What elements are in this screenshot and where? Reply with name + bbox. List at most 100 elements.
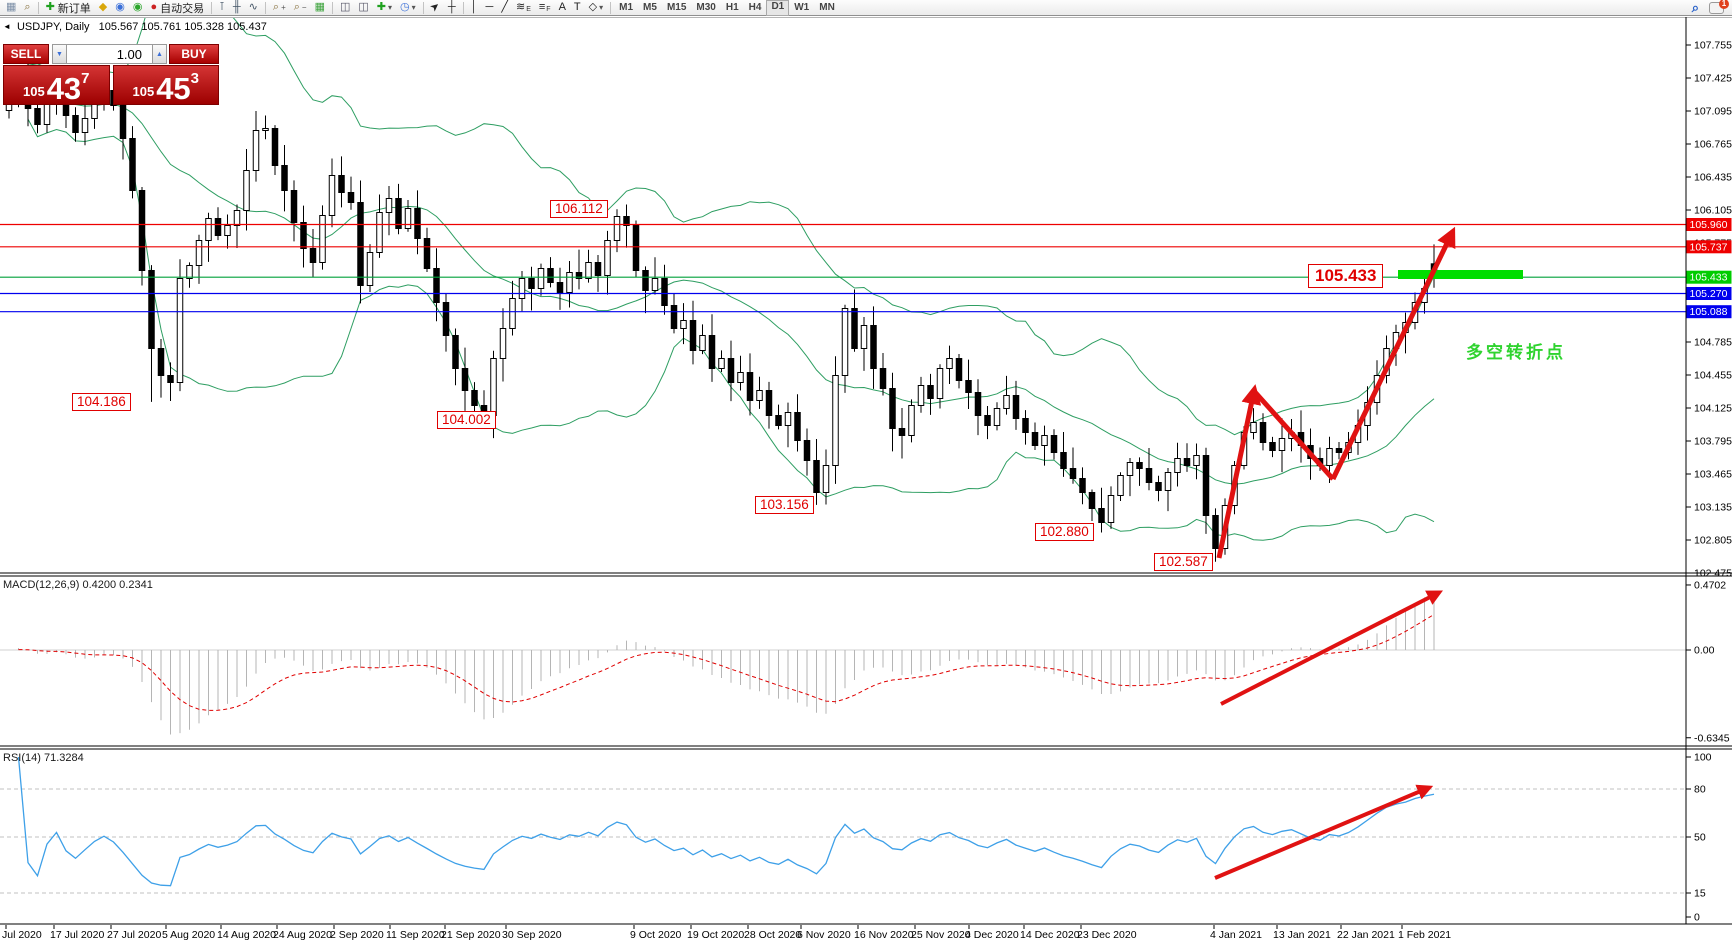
- bearish-candle[interactable]: [746, 372, 754, 401]
- bearish-candle[interactable]: [594, 262, 602, 276]
- bullish-candle[interactable]: [205, 218, 212, 241]
- bullish-candle[interactable]: [509, 298, 516, 329]
- bearish-candle[interactable]: [1145, 468, 1153, 483]
- bearish-candle[interactable]: [309, 248, 317, 263]
- macd-trend-arrow[interactable]: [1220, 590, 1443, 706]
- timeframe-h1[interactable]: H1: [725, 1, 739, 13]
- bearish-candle[interactable]: [1212, 515, 1219, 549]
- tile-windows-icon[interactable]: ▦: [311, 1, 329, 15]
- price-annotation[interactable]: 103.156: [755, 496, 814, 515]
- bearish-candle[interactable]: [889, 388, 896, 429]
- bearish-candle[interactable]: [347, 192, 355, 203]
- bearish-candle[interactable]: [1031, 432, 1039, 446]
- bullish-candle[interactable]: [186, 265, 193, 279]
- bullish-candle[interactable]: [908, 405, 915, 436]
- bullish-candle[interactable]: [699, 335, 706, 351]
- horizontal-line-icon[interactable]: ─: [482, 1, 498, 15]
- auto-scroll-icon[interactable]: ◫: [336, 1, 354, 15]
- bearish-candle[interactable]: [661, 278, 668, 306]
- trendline-icon[interactable]: ╱: [497, 1, 512, 15]
- bearish-candle[interactable]: [689, 320, 697, 351]
- bearish-candle[interactable]: [167, 375, 174, 383]
- bearish-candle[interactable]: [575, 272, 583, 279]
- bearish-candle[interactable]: [670, 305, 678, 329]
- buy-price-panel[interactable]: 105 45 3: [112, 65, 219, 105]
- zoom-in-icon[interactable]: ⌕ +: [269, 1, 290, 15]
- bearish-candle[interactable]: [214, 218, 222, 236]
- bearish-candle[interactable]: [138, 190, 146, 271]
- bearish-candle[interactable]: [1022, 418, 1029, 433]
- bearish-candle[interactable]: [290, 190, 298, 223]
- timeframe-w1[interactable]: W1: [794, 1, 810, 13]
- bearish-candle[interactable]: [338, 175, 345, 193]
- bullish-candle[interactable]: [917, 385, 925, 406]
- oct-collapse-icon[interactable]: ◄: [3, 22, 11, 31]
- bearish-candle[interactable]: [148, 270, 155, 349]
- bullish-candle[interactable]: [328, 175, 336, 216]
- bearish-candle[interactable]: [1202, 455, 1210, 516]
- bullish-candle[interactable]: [585, 262, 592, 279]
- new-order-button[interactable]: ✚ 新订单: [42, 1, 95, 15]
- main-trend-arrow[interactable]: [1216, 384, 1262, 559]
- bullish-candle[interactable]: [946, 358, 953, 369]
- candlestick-chart-icon[interactable]: ╫: [229, 1, 245, 15]
- bullish-candle[interactable]: [224, 225, 231, 236]
- bullish-candle[interactable]: [1174, 458, 1181, 473]
- bearish-candle[interactable]: [1335, 448, 1343, 453]
- bullish-candle[interactable]: [566, 272, 573, 293]
- bearish-candle[interactable]: [1088, 492, 1096, 509]
- rsi-trend-arrow[interactable]: [1214, 784, 1434, 880]
- zoom-out-icon[interactable]: ⌕ −: [290, 1, 311, 15]
- bearish-candle[interactable]: [708, 335, 716, 369]
- line-chart-icon[interactable]: ∿: [245, 1, 262, 15]
- bearish-candle[interactable]: [471, 390, 478, 406]
- bearish-candle[interactable]: [1155, 482, 1162, 491]
- bearish-candle[interactable]: [1183, 458, 1191, 466]
- bullish-candle[interactable]: [860, 325, 868, 349]
- bullish-candle[interactable]: [737, 372, 744, 383]
- timeframe-d1[interactable]: D1: [766, 0, 790, 16]
- main-trend-arrow[interactable]: [1252, 389, 1335, 481]
- timeframe-m5[interactable]: M5: [643, 1, 657, 13]
- sell-price-panel[interactable]: 105 43 7: [3, 65, 110, 105]
- bullish-candle[interactable]: [404, 208, 412, 229]
- bearish-candle[interactable]: [1098, 508, 1105, 523]
- bullish-candle[interactable]: [993, 408, 1001, 426]
- price-chart[interactable]: 107.755 107.425 107.095 106.765 106.435 106.1…: [0, 17, 1732, 940]
- news-icon[interactable]: ◉: [129, 1, 147, 15]
- bullish-candle[interactable]: [1278, 438, 1286, 451]
- bullish-candle[interactable]: [385, 198, 393, 213]
- bullish-candle[interactable]: [1126, 462, 1134, 476]
- timeframe-mn[interactable]: MN: [819, 1, 835, 13]
- sell-button[interactable]: SELL: [3, 44, 49, 64]
- arrows-icon[interactable]: ◇ ▾: [585, 1, 607, 15]
- chart-shift-icon[interactable]: ◫: [354, 1, 372, 15]
- bullish-candle[interactable]: [1326, 448, 1333, 466]
- bearish-candle[interactable]: [442, 302, 450, 336]
- bullish-candle[interactable]: [604, 240, 611, 276]
- bullish-candle[interactable]: [176, 278, 184, 383]
- vertical-line-icon[interactable]: │: [467, 1, 482, 15]
- bearish-candle[interactable]: [898, 428, 906, 436]
- timeframe-m30[interactable]: M30: [696, 1, 716, 13]
- bearish-candle[interactable]: [1050, 435, 1058, 453]
- bearish-candle[interactable]: [775, 415, 782, 426]
- bullish-candle[interactable]: [1193, 455, 1200, 466]
- bearish-candle[interactable]: [1012, 395, 1020, 419]
- fibonacci-icon[interactable]: ≡ F: [535, 1, 555, 15]
- bullish-candle[interactable]: [1117, 475, 1124, 496]
- bearish-candle[interactable]: [528, 278, 535, 289]
- bearish-candle[interactable]: [452, 335, 459, 369]
- price-annotation[interactable]: 106.112: [550, 200, 608, 219]
- bullish-candle[interactable]: [195, 240, 203, 266]
- price-annotation[interactable]: 104.002: [437, 411, 496, 430]
- bearish-candle[interactable]: [1069, 468, 1077, 479]
- price-annotation[interactable]: 102.587: [1154, 553, 1213, 572]
- bearish-candle[interactable]: [1079, 478, 1086, 493]
- bearish-candle[interactable]: [870, 325, 877, 369]
- volume-input[interactable]: [67, 44, 152, 64]
- bearish-candle[interactable]: [157, 348, 165, 376]
- bearish-candle[interactable]: [556, 282, 564, 293]
- bearish-candle[interactable]: [984, 415, 991, 426]
- bearish-candle[interactable]: [632, 225, 640, 271]
